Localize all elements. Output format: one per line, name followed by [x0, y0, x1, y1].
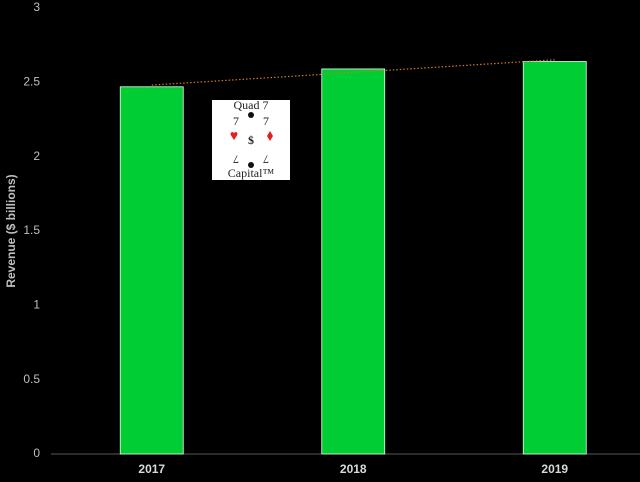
y-tick-label: 0	[33, 446, 40, 460]
bar	[321, 68, 386, 455]
y-tick-label: 3	[33, 0, 40, 14]
y-axis-label: Revenue ($ billions)	[4, 174, 18, 287]
logo-mark: $	[248, 133, 254, 147]
logo-top: Quad 7	[234, 98, 269, 112]
y-tick-label: 2	[33, 149, 40, 163]
logo: Quad 7 Capital™ $7 7 7 7	[212, 98, 290, 180]
y-tick-label: 1.5	[23, 223, 40, 237]
x-tick-label: 2017	[138, 462, 165, 476]
trendline	[151, 59, 555, 86]
logo-digit: 7	[233, 152, 239, 166]
logo-digit: 7	[263, 114, 269, 128]
bar	[522, 61, 587, 455]
logo-club	[248, 112, 254, 118]
logo-heart	[230, 132, 238, 140]
y-tick-label: 1	[33, 298, 40, 312]
y-tick-label: 0.5	[23, 372, 40, 386]
logo-digit: 7	[233, 114, 239, 128]
x-tick-label: 2019	[541, 462, 568, 476]
bar	[119, 86, 184, 455]
y-tick-label: 2.5	[23, 75, 40, 89]
logo-diamond	[267, 131, 273, 141]
x-tick-label: 2018	[340, 462, 367, 476]
logo-spade	[248, 162, 254, 168]
logo-digit: 7	[263, 152, 269, 166]
logo-bottom: Capital™	[228, 166, 275, 180]
